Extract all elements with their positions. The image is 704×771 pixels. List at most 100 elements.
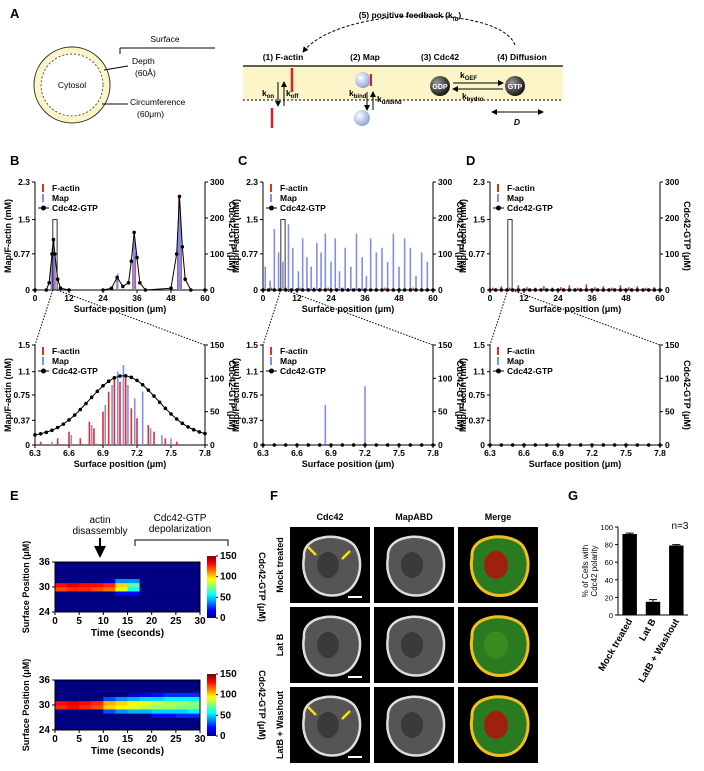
x-tick-label: 60 [428,293,438,303]
point [180,421,185,426]
x-tick-label: 7.2 [131,448,143,458]
y2-axis-label: Cdc42-GTP (μM) [227,201,237,271]
nucleus [401,632,423,658]
heat-cell [103,587,116,592]
point [118,374,122,378]
heat-cell [139,566,152,571]
rate-label: khydro [462,91,484,103]
x-tick-label: 0 [261,293,266,303]
heat-cell [151,607,165,613]
heat-cell [163,709,177,714]
heat-cell [91,696,104,702]
heat-cell [115,578,128,584]
y-tick-label: 0.77 [241,249,258,259]
y2-tick-label: 100 [438,249,452,259]
heat-cell [115,587,128,592]
point [123,374,128,378]
point [169,412,173,416]
point [556,288,560,292]
row-label: Mock treated [275,537,285,593]
y2-tick-label: 50 [665,407,675,417]
heat-cell [91,574,104,579]
heat-cell [187,587,201,592]
point [646,288,651,292]
heat-cell [55,705,68,710]
heat-cell [55,725,68,731]
heat-cell [127,574,140,579]
label: (60Å) [135,68,156,78]
point [635,443,640,447]
text: ) [458,10,461,20]
bracket [134,539,229,546]
y-tick-label: 1.1 [246,367,258,377]
y-tick-label: 1.5 [473,340,485,350]
heat-cell [127,692,140,697]
y-tick-label: 0.37 [241,415,258,425]
heat-cell [91,692,104,697]
sub: unbind [382,100,402,106]
heat-cell [91,570,104,575]
y2-tick-label: 150 [210,340,224,350]
y-tick-label: 2.3 [18,177,30,187]
heat-cell [127,717,140,722]
heat-cell [79,578,92,584]
heat-cell [187,595,201,600]
heat-cell [79,570,92,575]
label: (60μm) [137,109,164,119]
y-tick-label: 0 [480,440,485,450]
heat-cell [139,721,152,727]
heat-cell [139,696,152,702]
legend-label: Map [507,356,524,366]
heat-cell [67,705,80,710]
x-tick-label: 6.9 [552,448,564,458]
point [624,443,628,447]
nucleus [401,552,423,578]
legend-label: Map [507,193,524,203]
heat-cell [163,587,177,592]
heat-cell [175,566,189,571]
y-tick-label: 1.5 [18,215,30,225]
y2-axis-label: Cdc42-GTP (μM) [682,201,692,271]
point [53,252,57,256]
heat-cell [91,591,104,596]
legend-label: Map [52,193,69,203]
sub: on [267,94,275,100]
y-tick-label: 1.5 [246,340,258,350]
nucleus [401,712,423,738]
point [272,288,277,292]
legend-swatch [41,368,46,374]
heat-cell [151,578,165,584]
heat-cell [139,591,152,596]
x-tick-label: 6.3 [257,448,269,458]
heat-cell [67,570,80,575]
heat-cell [103,591,116,596]
heat-cell [163,578,177,584]
heat-cell [103,709,116,714]
heat-cell [67,574,80,579]
heat-cell [187,713,201,718]
cell-schematic [33,46,215,124]
x-tick-label: 7.5 [620,448,632,458]
nucleus [317,712,339,738]
heat-cell [103,700,116,706]
y-tick-label: 30 [39,700,51,711]
x-tick-label: 20 [146,734,158,745]
colorbar-tick-label: 0 [220,613,226,624]
heat-cell [175,709,189,714]
heat-cell [67,578,80,584]
heat-cell [55,578,68,584]
heat-cell [55,574,68,579]
panel-letter: E [10,488,19,503]
heat-cell [91,578,104,584]
heat-cell [163,680,177,685]
heat-cell [187,578,201,584]
point [641,288,645,292]
heat-cell [79,717,92,722]
annotation: actin [89,515,110,526]
heat-cell [79,725,92,731]
heat-cell [79,688,92,693]
heat-cell [115,713,128,718]
heat-cell [115,717,128,722]
y-tick-label: 20 [605,593,613,602]
